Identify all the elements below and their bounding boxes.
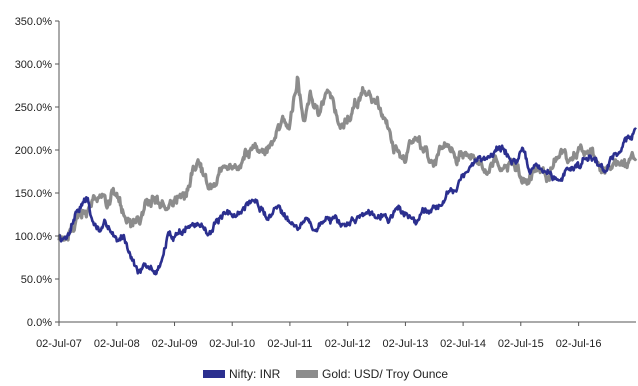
x-tick-label: 02-Jul-08 [94, 338, 140, 350]
y-tick-label: 250.0% [15, 102, 53, 114]
series-line-nifty [58, 127, 637, 276]
x-tick-label: 02-Jul-12 [325, 338, 371, 350]
x-tick-label: 02-Jul-14 [440, 338, 486, 350]
legend-label-gold: Gold: USD/ Troy Ounce [322, 367, 448, 381]
plot-area [57, 75, 638, 276]
y-tick-label: 200.0% [15, 145, 53, 157]
x-tick-label: 02-Jul-15 [498, 338, 544, 350]
legend-label-nifty: Nifty: INR [229, 367, 281, 381]
y-tick-label: 50.0% [21, 274, 52, 286]
series-line-gold [57, 75, 638, 242]
x-tick-label: 02-Jul-09 [152, 338, 198, 350]
y-tick-label: 300.0% [15, 59, 53, 71]
legend-swatch-gold [296, 370, 318, 378]
y-tick-label: 150.0% [15, 188, 53, 200]
axes: 0.0% 50.0% 100.0% 150.0% 200.0% 250.0% 300.0% 3… [15, 16, 636, 350]
x-tick-label: 02-Jul-07 [36, 338, 82, 350]
x-tick-label: 02-Jul-11 [267, 338, 312, 350]
y-tick-label: 100.0% [15, 231, 53, 243]
y-tick-label: 350.0% [15, 16, 53, 28]
legend: Nifty: INR Gold: USD/ Troy Ounce [203, 367, 448, 381]
x-tick-label: 02-Jul-10 [209, 338, 255, 350]
legend-swatch-nifty [203, 370, 225, 378]
y-tick-label: 0.0% [27, 317, 52, 329]
x-tick-label: 02-Jul-13 [382, 338, 428, 350]
x-tick-label: 02-Jul-16 [556, 338, 602, 350]
